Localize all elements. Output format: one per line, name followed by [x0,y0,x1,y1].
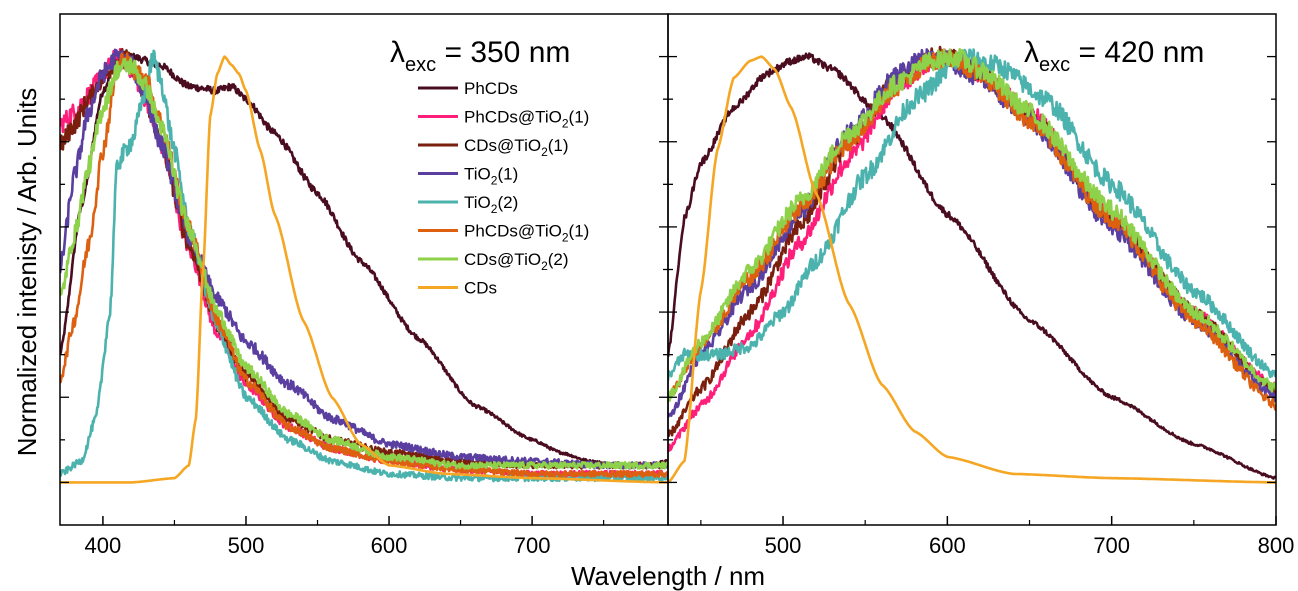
legend: PhCDs PhCDs@TiO2(1) CDs@TiO2(1) TiO2(1) TiO2… [418,79,589,298]
legend-label-8: CDs [464,279,497,298]
legend-item-1: PhCDs [418,79,518,98]
legend-label-3: CDs@TiO2(1) [464,136,569,159]
x-tick-label-right-700: 700 [1093,533,1130,558]
excitation-annotations: λexc = 350 nm λexc = 420 nm [390,36,1204,76]
legend-item-8: CDs [418,279,497,298]
legend-item-2: PhCDs@TiO2(1) [418,108,589,131]
y-axis-title: Normalized intenisty / Arb. Units [12,88,42,456]
legend-item-4: TiO2(1) [418,165,518,188]
x-tick-label-left-600: 600 [371,533,408,558]
x-tick-label-left-700: 700 [514,533,551,558]
legend-label-6: PhCDs@TiO2(1) [464,222,589,245]
legend-label-5: TiO2(2) [464,193,518,216]
legend-label-2: PhCDs@TiO2(1) [464,108,589,131]
series-line-left-1 [60,52,668,468]
x-tick-label-left-500: 500 [228,533,265,558]
legend-label-1: PhCDs [464,79,518,98]
series-line-right-8 [668,55,1276,484]
series-line-left-8 [60,55,668,484]
series-line-right-2 [668,48,1276,453]
legend-label-4: TiO2(1) [464,165,518,188]
x-tick-label-left-400: 400 [85,533,122,558]
excitation-label-right: λexc = 420 nm [1024,36,1204,76]
legend-label-7: CDs@TiO2(2) [464,250,569,273]
series-group-left [60,47,668,484]
legend-item-7: CDs@TiO2(2) [418,250,569,273]
legend-item-6: PhCDs@TiO2(1) [418,222,589,245]
series-line-right-7 [668,47,1276,403]
series-line-right-1 [668,52,1276,480]
x-tick-label-right-600: 600 [929,533,966,558]
legend-item-3: CDs@TiO2(1) [418,136,569,159]
axis-ticks: 400 500 600 700 500 600 700 800 [60,55,1295,558]
plot-area [60,45,1276,484]
series-line-right-5 [668,48,1276,381]
series-line-left-4 [60,48,668,470]
legend-item-5: TiO2(2) [418,193,518,216]
series-group-right [668,45,1276,484]
series-line-right-6 [668,48,1276,411]
series-line-right-4 [668,48,1276,418]
excitation-label-left: λexc = 350 nm [390,36,570,76]
x-tick-label-right-800: 800 [1258,533,1295,558]
x-axis-title: Wavelength / nm [571,561,765,591]
x-tick-label-right-500: 500 [765,533,802,558]
